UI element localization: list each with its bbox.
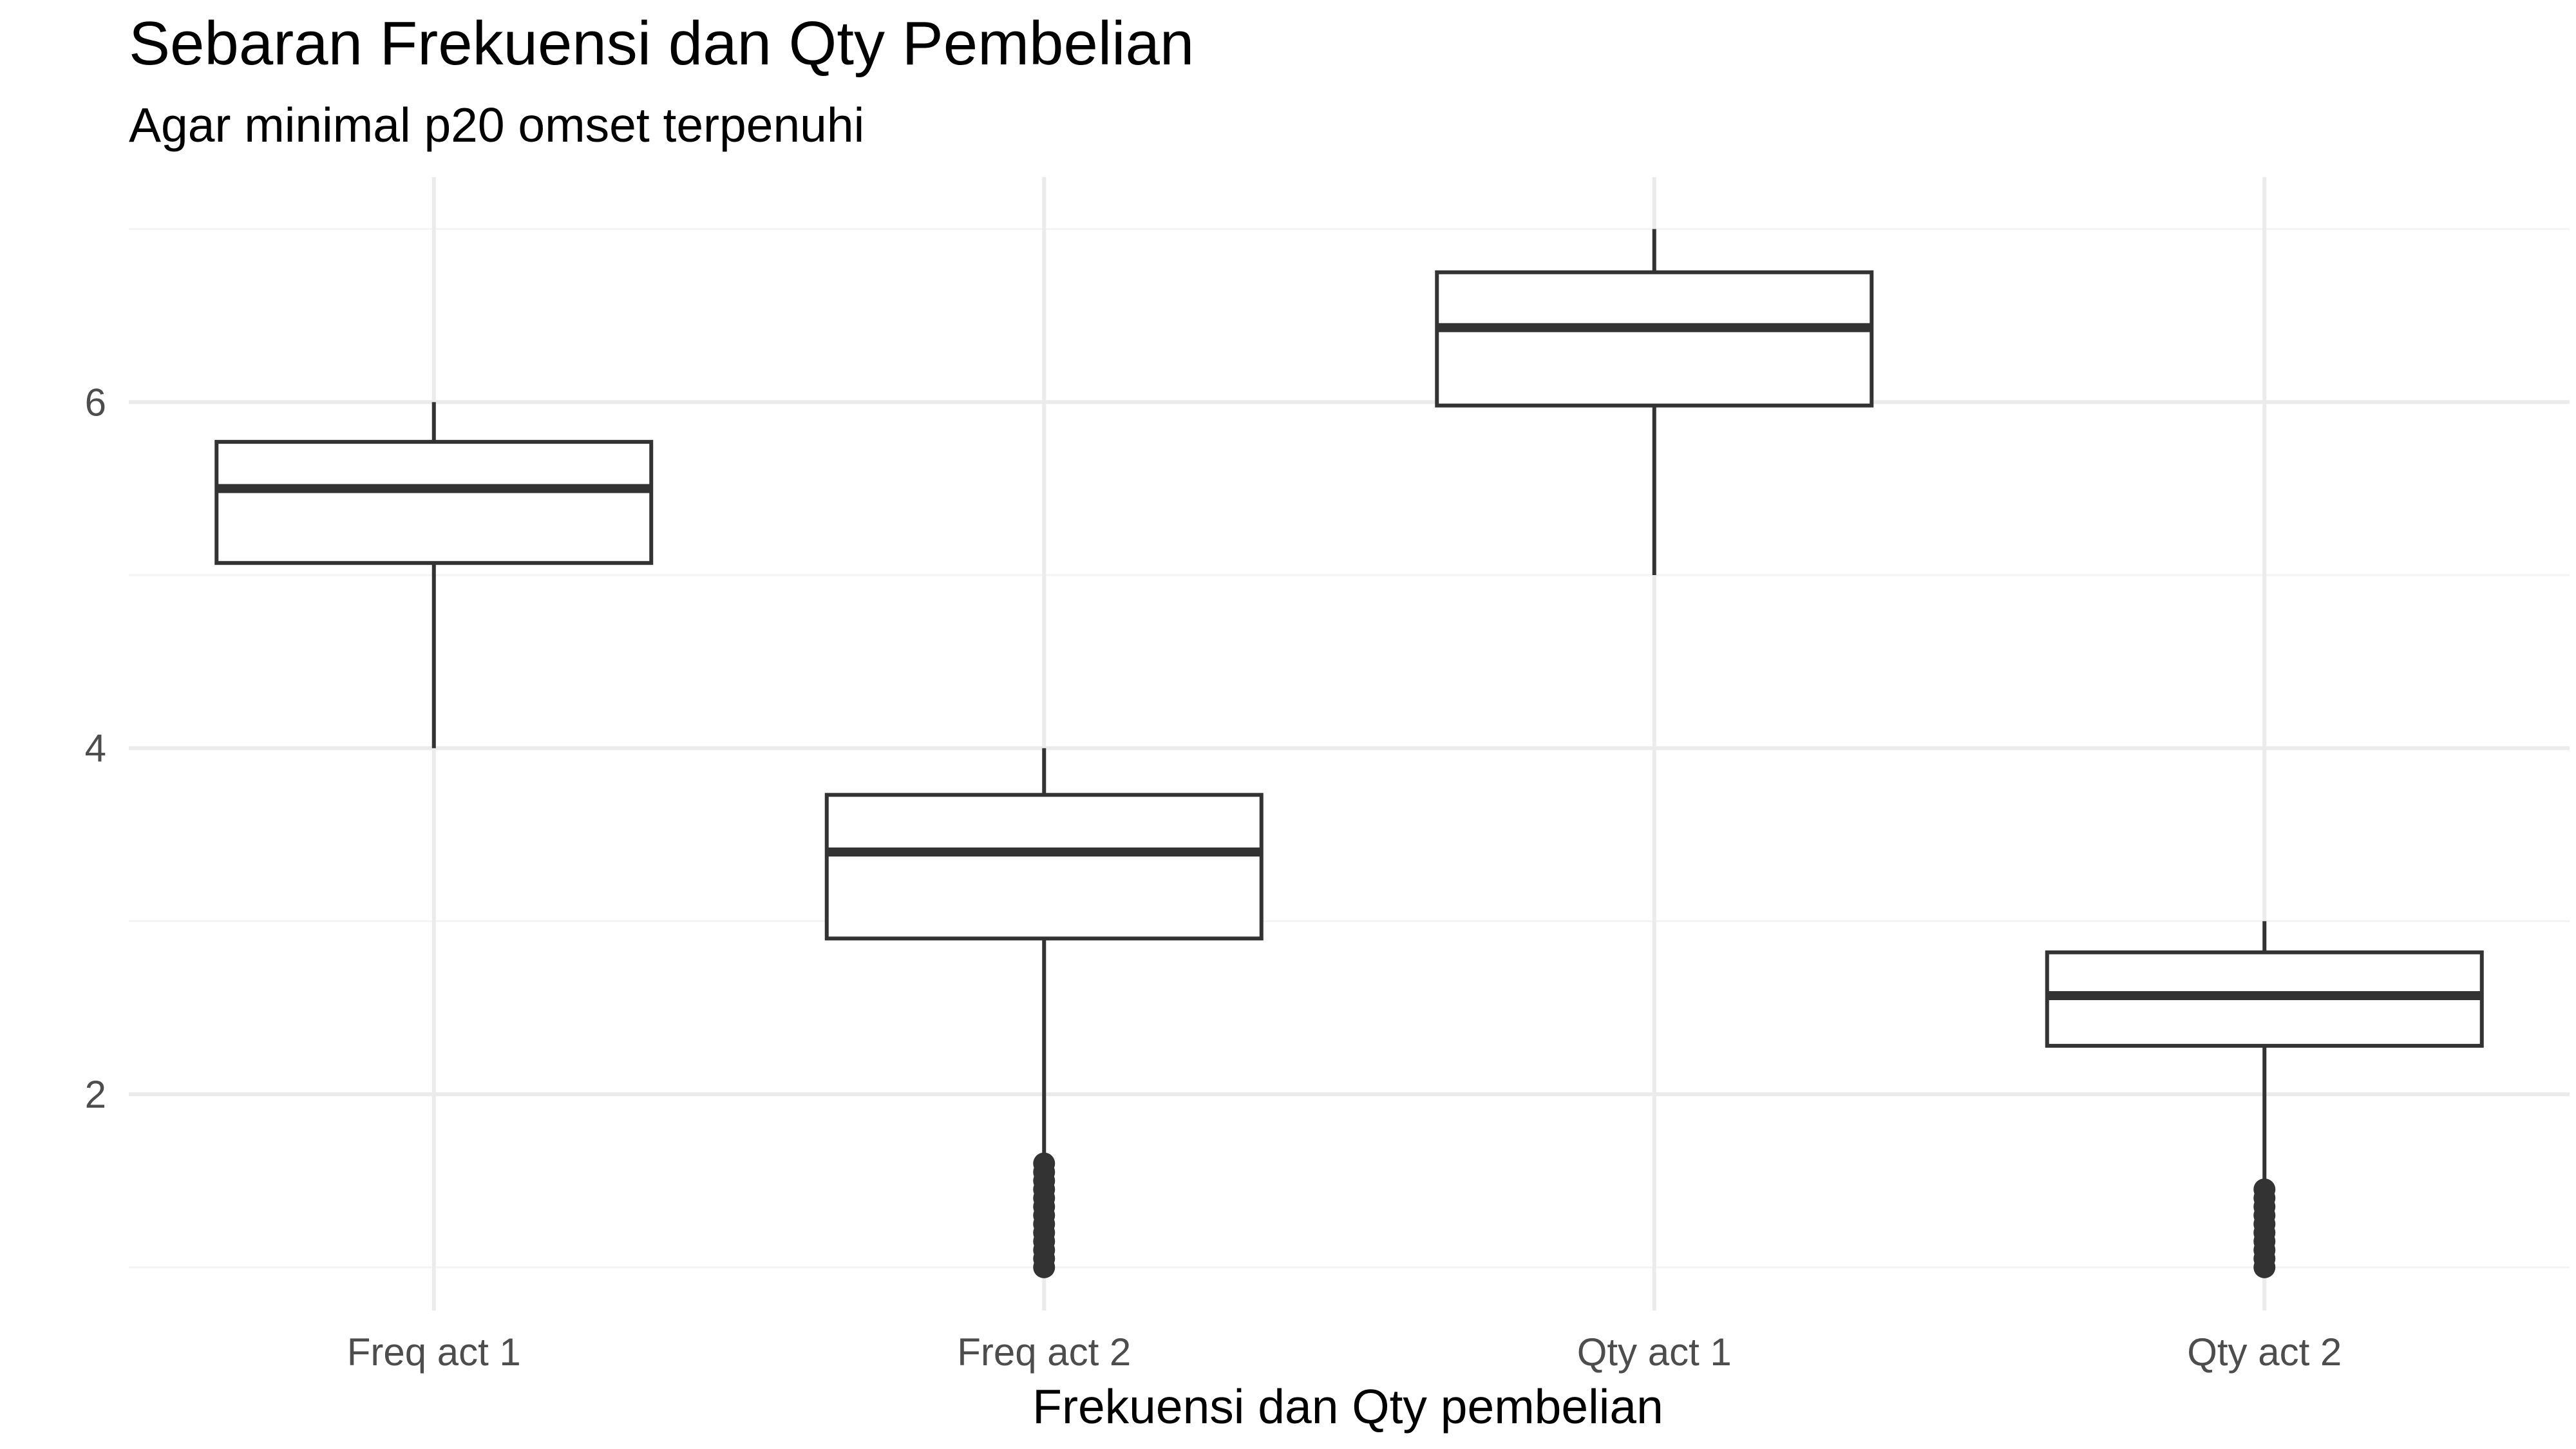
outlier-point — [2253, 1178, 2276, 1200]
grid-lines — [129, 177, 2570, 1311]
x-axis-title: Frekuensi dan Qty pembelian — [1032, 1379, 1663, 1434]
boxplot-series — [214, 229, 2484, 1278]
chart-subtitle: Agar minimal p20 omset terpenuhi — [129, 98, 864, 152]
outlier-point — [1033, 1152, 1056, 1175]
y-axis-ticks: 2 4 6 — [85, 381, 106, 1116]
box-group — [1435, 229, 1874, 576]
y-tick-label: 4 — [85, 727, 106, 770]
box-body — [824, 793, 1264, 941]
chart-title: Sebaran Frekuensi dan Qty Pembelian — [129, 9, 1194, 78]
x-tick-label: Freq act 1 — [347, 1331, 521, 1374]
x-axis-ticks: Freq act 1 Freq act 2 Qty act 1 Qty act 2 — [347, 1331, 2342, 1374]
box-group — [214, 402, 654, 748]
box-body — [214, 440, 654, 565]
x-tick-label: Qty act 2 — [2187, 1331, 2342, 1374]
box-body — [1435, 270, 1874, 408]
x-tick-label: Qty act 1 — [1577, 1331, 1732, 1374]
x-tick-label: Freq act 2 — [957, 1331, 1131, 1374]
box-group — [2045, 921, 2484, 1278]
y-tick-label: 6 — [85, 381, 106, 424]
box-group — [824, 748, 1264, 1278]
y-tick-label: 2 — [85, 1073, 106, 1116]
